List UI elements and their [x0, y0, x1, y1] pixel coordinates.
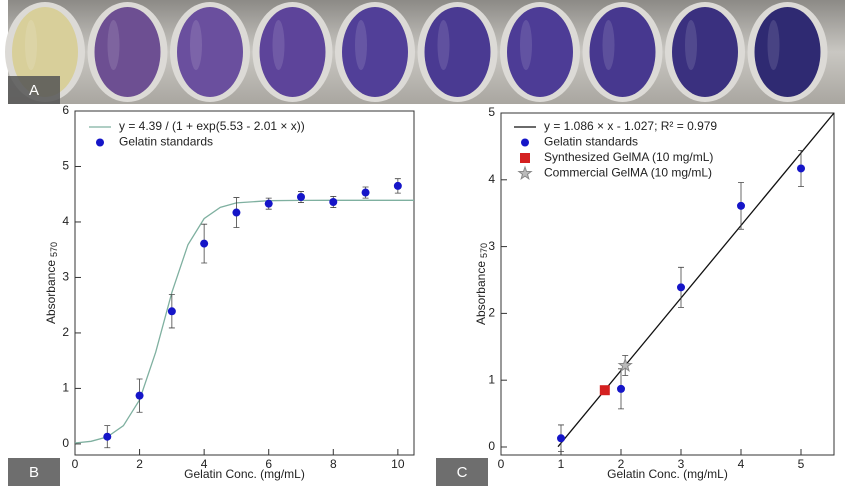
well-shine	[437, 20, 450, 70]
x-tick-label: 10	[391, 457, 405, 471]
well	[259, 7, 326, 97]
well-shine	[272, 20, 285, 70]
legend-label: Synthesized GelMA (10 mg/mL)	[544, 150, 713, 164]
marker	[200, 239, 209, 248]
x-tick-label: 6	[265, 457, 272, 471]
y-tick-label: 0	[62, 436, 69, 450]
marker	[264, 199, 273, 208]
well	[507, 7, 573, 97]
legend-swatch	[517, 165, 533, 181]
well-shine	[25, 20, 37, 70]
plot-frame	[500, 112, 835, 456]
legend-swatch	[521, 138, 529, 147]
legend-label: Gelatin standards	[119, 135, 213, 149]
marker	[135, 391, 144, 400]
well	[94, 7, 161, 97]
well	[177, 7, 243, 97]
chart: 0 1 2 3 4 5 0 1 2 3 4 5 Gelatin Conc. (mg/mL) Absorba…	[436, 105, 835, 486]
marker	[677, 283, 685, 292]
marker	[232, 208, 241, 217]
marker	[797, 164, 805, 173]
y-tick-label: 0	[488, 439, 495, 453]
marker	[329, 197, 338, 206]
y-tick-label: 6	[62, 103, 69, 117]
well-shine	[602, 20, 615, 70]
x-tick-label: 0	[72, 457, 79, 471]
well	[424, 7, 491, 97]
x-tick-label: 2	[136, 457, 143, 471]
well-shine	[685, 20, 697, 70]
marker	[297, 193, 305, 201]
marker	[393, 181, 402, 190]
y-tick-label: 1	[488, 372, 495, 386]
y-tick-label: 5	[62, 159, 69, 173]
legend-swatch	[520, 153, 530, 163]
y-axis-label-main: Absorbance	[44, 260, 58, 324]
y-axis-label-sub: 570	[49, 242, 59, 257]
y-tick-label: 4	[488, 172, 495, 186]
y-tick-label: 3	[488, 239, 495, 253]
x-tick-label: 4	[738, 457, 745, 471]
x-tick-label: 3	[678, 457, 685, 471]
panel-label: C	[457, 464, 468, 481]
panel-label-box	[436, 458, 488, 486]
marker	[617, 357, 633, 373]
well	[589, 7, 656, 97]
legend-label: y = 4.39 / (1 + exp(5.53 - 2.01 × x))	[119, 119, 305, 133]
well	[342, 7, 408, 97]
marker	[557, 434, 565, 443]
x-tick-label: 8	[330, 457, 337, 471]
marker	[361, 188, 370, 197]
legend-label: Commercial GelMA (10 mg/mL)	[544, 166, 712, 180]
y-axis-label-sub: 570	[479, 243, 489, 258]
panel-label: B	[29, 464, 39, 481]
x-tick-label: 1	[558, 457, 565, 471]
y-axis-label-main: Absorbance	[474, 261, 488, 325]
legend-label: y = 1.086 × x - 1.027; R² = 0.979	[544, 119, 717, 133]
marker	[167, 307, 176, 316]
well-shine	[190, 20, 202, 70]
x-tick-label: 2	[618, 457, 625, 471]
well-shine	[767, 20, 780, 70]
wells	[5, 2, 828, 102]
marker	[599, 385, 610, 396]
y-tick-label: 4	[62, 214, 69, 228]
well	[12, 7, 78, 97]
x-tick-label: 4	[201, 457, 208, 471]
marker	[103, 432, 112, 441]
well-shine	[520, 20, 532, 70]
marker	[737, 201, 745, 210]
well-shine	[355, 20, 367, 70]
marker	[617, 384, 625, 393]
x-axis-label: Gelatin Conc. (mg/mL)	[184, 467, 305, 481]
y-tick-label: 5	[488, 105, 495, 119]
photo: A	[5, 0, 845, 104]
y-axis-label: Absorbance 570	[474, 243, 489, 325]
panel-label-box	[8, 458, 60, 486]
y-tick-label: 2	[488, 306, 495, 320]
y-tick-label: 1	[62, 381, 69, 395]
panel-label: A	[29, 82, 39, 99]
x-tick-label: 0	[498, 457, 505, 471]
y-tick-label: 2	[62, 325, 69, 339]
fit-line	[74, 199, 414, 444]
y-axis-label: Absorbance 570	[44, 242, 59, 324]
panel-label-box	[8, 76, 60, 104]
well-shine	[107, 20, 120, 70]
legend-swatch	[96, 138, 104, 147]
y-tick-label: 3	[62, 270, 69, 284]
well	[672, 7, 738, 97]
x-axis-label: Gelatin Conc. (mg/mL)	[607, 467, 728, 481]
well	[754, 7, 821, 97]
x-tick-label: 5	[798, 457, 805, 471]
plot-frame	[74, 110, 415, 456]
legend-label: Gelatin standards	[544, 135, 638, 149]
